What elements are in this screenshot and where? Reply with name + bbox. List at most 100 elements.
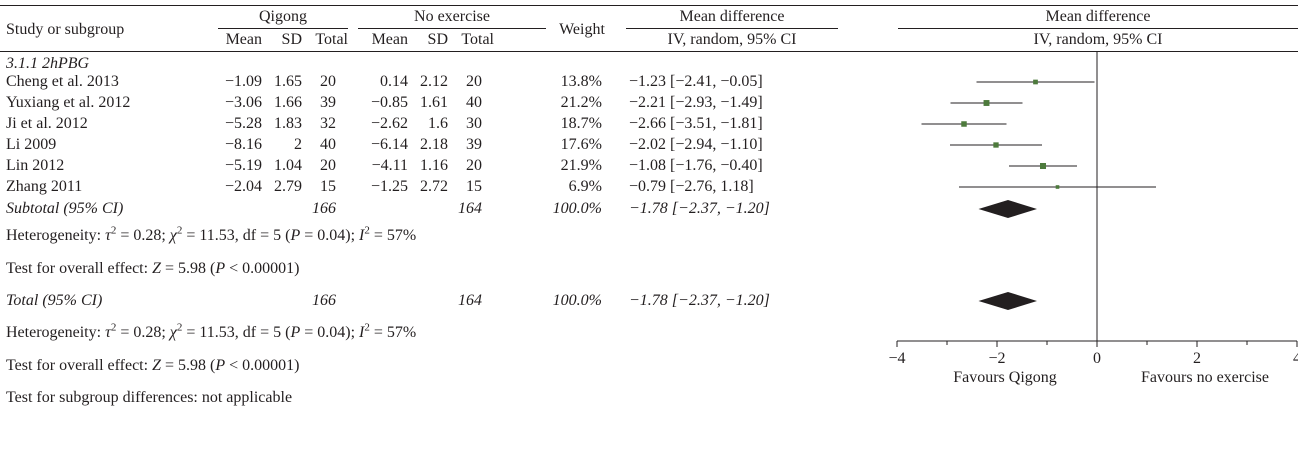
total-diamond xyxy=(978,292,1037,310)
chi-symbol: χ xyxy=(169,227,177,244)
overall-text: < 0.00001) xyxy=(225,357,300,374)
p-symbol: P xyxy=(215,357,226,374)
heterogeneity-line: Heterogeneity: τ2 = 0.28; χ2 = 11.53, df… xyxy=(6,321,417,342)
study-ci: −0.79 [−2.76, 1.18] xyxy=(629,178,754,195)
plot-method-header: IV, random, 95% CI xyxy=(1033,31,1163,48)
qigong-sd: 1.65 xyxy=(274,73,302,90)
top-rule xyxy=(0,5,1298,6)
study-weight: 21.2% xyxy=(560,94,602,111)
i-symbol: I xyxy=(359,324,365,341)
effect-square xyxy=(961,121,967,127)
p-symbol: P xyxy=(215,260,226,277)
chi-symbol: χ xyxy=(169,324,177,341)
weight-header: Weight xyxy=(559,21,605,38)
qigong-total: 39 xyxy=(320,94,336,111)
heterogeneity-text: = 0.28; xyxy=(116,227,170,244)
noexercise-total: 20 xyxy=(466,157,482,174)
noexercise-total: 15 xyxy=(466,178,482,195)
tau-superscript: 2 xyxy=(110,321,117,334)
i-symbol: I xyxy=(359,227,365,244)
overall-text: Test for overall effect: xyxy=(6,357,153,374)
noexercise-sd-header: SD xyxy=(427,31,448,48)
noexercise-sd: 1.6 xyxy=(428,115,448,132)
noexercise-total: 20 xyxy=(466,73,482,90)
chi-superscript: 2 xyxy=(176,224,183,237)
overall-effect-line: Test for overall effect: Z = 5.98 (P < 0… xyxy=(6,357,299,375)
chi-superscript: 2 xyxy=(176,321,183,334)
qigong-total: 15 xyxy=(320,178,336,195)
qigong-mean: −5.19 xyxy=(224,157,262,174)
qigong-total: 32 xyxy=(320,115,336,132)
noexercise-sd: 2.18 xyxy=(420,136,448,153)
x-tick-label: 0 xyxy=(1093,350,1101,367)
qigong-sd: 1.83 xyxy=(274,115,302,132)
md-method-header: IV, random, 95% CI xyxy=(667,31,797,48)
qigong-total: 20 xyxy=(320,157,336,174)
qigong-mean: −2.04 xyxy=(224,178,262,195)
study-column-header: Study or subgroup xyxy=(6,21,125,38)
heterogeneity-text: Heterogeneity: xyxy=(6,227,106,244)
subtotal-label: Subtotal (95% CI) xyxy=(6,200,124,217)
qigong-mean: −5.28 xyxy=(224,115,262,132)
x-tick-label: 2 xyxy=(1193,350,1201,367)
favours-left-label: Favours Qigong xyxy=(953,369,1057,386)
study-weight: 17.6% xyxy=(560,136,602,153)
noexercise-mean: −1.25 xyxy=(370,178,408,195)
noexercise-sd: 2.12 xyxy=(420,73,448,90)
study-name: Cheng et al. 2013 xyxy=(6,73,119,90)
p-symbol: P xyxy=(290,227,301,244)
subgroup-label: 3.1.1 2hPBG xyxy=(6,55,90,72)
qigong-sd: 1.66 xyxy=(274,94,302,111)
subtotal-weight: 100.0% xyxy=(552,200,602,217)
md-header: Mean difference xyxy=(679,8,785,25)
study-weight: 13.8% xyxy=(560,73,602,90)
noexercise-mean: −6.14 xyxy=(370,136,408,153)
qigong-total: 20 xyxy=(320,73,336,90)
subgroup-differences-line: Test for subgroup differences: not appli… xyxy=(6,389,293,406)
favours-right-label: Favours no exercise xyxy=(1141,369,1269,386)
heterogeneity-text: = 0.04); xyxy=(300,227,360,244)
header-bottom-rule xyxy=(0,51,1298,52)
heterogeneity-text: = 0.04); xyxy=(300,324,360,341)
total-label: Total (95% CI) xyxy=(6,292,103,309)
tau-superscript: 2 xyxy=(110,224,117,237)
noexercise-group-header: No exercise xyxy=(414,8,490,25)
subtotal-ci: −1.78 [−2.37, −1.20] xyxy=(629,200,770,217)
overall-text: < 0.00001) xyxy=(225,260,300,277)
tau-symbol: τ xyxy=(105,227,111,244)
study-name: Zhang 2011 xyxy=(6,178,83,195)
tau-symbol: τ xyxy=(105,324,111,341)
overall-text: = 5.98 ( xyxy=(160,357,216,374)
noexercise-total-header: Total xyxy=(461,31,494,48)
noexercise-sd: 2.72 xyxy=(420,178,448,195)
noexercise-sd: 1.16 xyxy=(420,157,448,174)
heterogeneity-text: = 0.28; xyxy=(116,324,170,341)
study-weight: 21.9% xyxy=(560,157,602,174)
plot-header-rule xyxy=(898,28,1298,29)
study-ci: −1.23 [−2.41, −0.05] xyxy=(629,73,763,90)
noexercise-sd: 1.61 xyxy=(420,94,448,111)
noexercise-mean-header: Mean xyxy=(371,31,408,48)
study-name: Lin 2012 xyxy=(6,157,65,174)
overall-effect-line: Test for overall effect: Z = 5.98 (P < 0… xyxy=(6,260,299,278)
noexercise-mean: 0.14 xyxy=(380,73,408,90)
total-qigong-total: 166 xyxy=(312,292,336,309)
plot-md-header: Mean difference xyxy=(1045,8,1151,25)
qigong-sd: 1.04 xyxy=(274,157,302,174)
qigong-total-header: Total xyxy=(315,31,348,48)
noexercise-total: 30 xyxy=(466,115,482,132)
qigong-mean: −1.09 xyxy=(224,73,262,90)
z-symbol: Z xyxy=(152,357,161,374)
heterogeneity-text: = 11.53, df = 5 ( xyxy=(182,324,291,341)
qigong-header-rule xyxy=(218,28,348,29)
heterogeneity-text: = 57% xyxy=(369,227,417,244)
qigong-sd-header: SD xyxy=(281,31,302,48)
study-weight: 18.7% xyxy=(560,115,602,132)
heterogeneity-text: = 57% xyxy=(369,324,417,341)
study-weight: 6.9% xyxy=(568,178,602,195)
x-tick-label: 4 xyxy=(1293,350,1298,367)
total-weight: 100.0% xyxy=(552,292,602,309)
study-name: Ji et al. 2012 xyxy=(6,115,88,132)
noexercise-mean: −2.62 xyxy=(370,115,408,132)
